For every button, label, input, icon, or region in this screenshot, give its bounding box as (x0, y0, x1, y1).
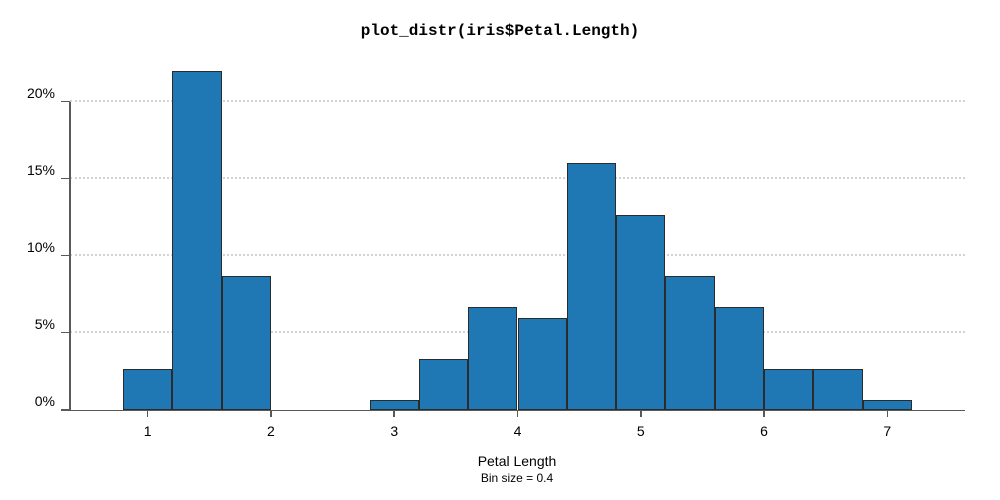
y-tick (61, 100, 70, 103)
histogram-bar (123, 368, 173, 410)
histogram-bar (566, 163, 617, 410)
histogram-bar (714, 307, 765, 410)
x-tick-label: 4 (513, 423, 522, 439)
y-tick-label: 10% (26, 238, 55, 255)
x-tick-label: 2 (267, 423, 275, 439)
x-tick (640, 410, 642, 417)
plot-area: 0% 5% 10% 15% 20% 1 2 3 4 5 6 7 (27, 60, 965, 439)
x-tick-label: 6 (760, 423, 768, 439)
y-tick-label: 5% (34, 315, 55, 332)
y-tick (61, 409, 70, 411)
histogram-bar (172, 70, 222, 410)
x-axis-title: Petal Length (477, 453, 557, 469)
x-tick (270, 410, 272, 417)
histogram-bar (862, 399, 912, 410)
x-tick (393, 410, 395, 417)
gridline-10% (70, 253, 965, 256)
histogram-bar (418, 358, 469, 410)
x-tick-label: 7 (883, 423, 892, 439)
x-tick-label: 3 (390, 423, 399, 439)
y-tick (61, 254, 70, 257)
y-tick (61, 331, 70, 334)
y-tick (61, 177, 70, 180)
x-tick-label: 5 (636, 423, 645, 439)
gridline-15% (70, 176, 965, 179)
histogram-bar (468, 307, 518, 410)
x-axis-spine (70, 409, 965, 411)
y-tick-label: 0% (34, 393, 55, 410)
histogram-bar (764, 368, 814, 410)
histogram-bar (813, 368, 863, 410)
histogram-bar (221, 276, 271, 410)
x-tick-label: 1 (143, 423, 152, 439)
chart-title: plot_distr(iris$Petal.Length) (360, 22, 640, 40)
histogram-bar (369, 399, 419, 410)
x-tick (516, 410, 519, 417)
y-tick-label: 20% (26, 84, 55, 101)
histogram-bar (517, 317, 567, 410)
x-tick (146, 410, 149, 417)
histogram-bar (616, 214, 666, 410)
y-tick-label: 15% (26, 161, 55, 178)
gridline-20% (70, 99, 965, 102)
histogram-bar (665, 276, 715, 410)
x-tick (886, 410, 889, 417)
bin-size-subtitle: Bin size = 0.4 (480, 471, 554, 485)
x-tick (763, 410, 765, 417)
